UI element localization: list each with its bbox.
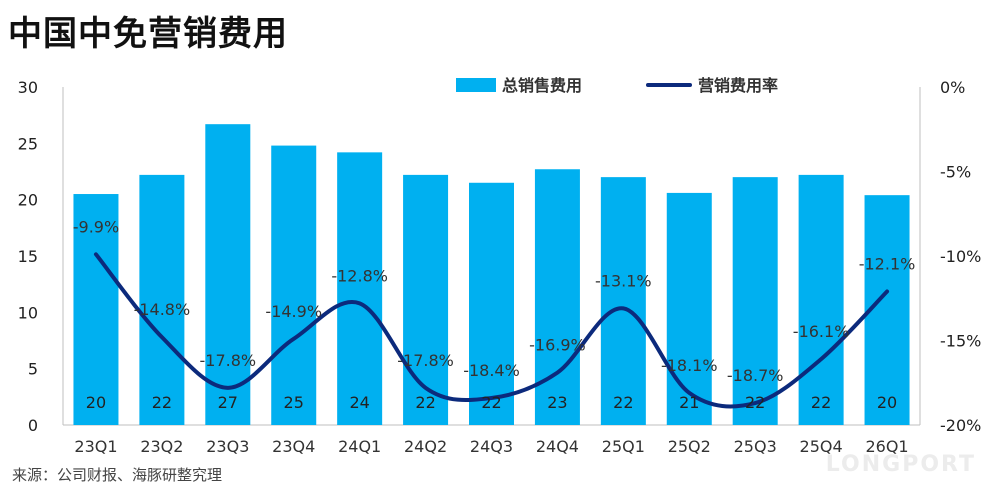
x-tick-label: 25Q2: [668, 437, 711, 456]
left-tick-label: 25: [18, 134, 38, 153]
left-tick-label: 0: [28, 416, 38, 435]
bar: [666, 192, 712, 425]
x-tick-label: 24Q3: [470, 437, 513, 456]
legend: 总销售费用 营销费用率: [456, 76, 778, 95]
bar-value-label: 24: [349, 393, 369, 412]
left-tick-label: 15: [18, 247, 38, 266]
bar: [798, 174, 844, 425]
x-tick-label: 24Q2: [404, 437, 447, 456]
bar: [600, 177, 646, 425]
right-tick-label: -5%: [940, 163, 971, 182]
bar: [271, 145, 317, 425]
bar-value-label: 22: [811, 393, 831, 412]
x-tick-label: 23Q1: [74, 437, 117, 456]
legend-bar-swatch: [456, 78, 496, 92]
bar-value-label: 22: [481, 393, 501, 412]
bar-value-label: 21: [679, 393, 699, 412]
right-tick-label: 0%: [940, 78, 965, 97]
x-tick-label: 23Q4: [272, 437, 315, 456]
left-tick-label: 10: [18, 303, 38, 322]
rate-value-label: -18.4%: [463, 361, 520, 380]
bar-value-label: 20: [877, 393, 897, 412]
x-tick-label: 24Q4: [536, 437, 579, 456]
bar: [732, 177, 778, 425]
bar-value-label: 25: [284, 393, 304, 412]
bar: [205, 124, 251, 426]
rate-value-label: -9.9%: [73, 217, 119, 236]
left-tick-label: 20: [18, 191, 38, 210]
rate-value-label: -16.1%: [793, 322, 850, 341]
watermark-text: LONGPORT: [825, 452, 976, 477]
x-tick-label: 25Q4: [800, 437, 843, 456]
bar: [469, 182, 514, 425]
rate-value-label: -16.9%: [529, 336, 586, 355]
rate-value-label: -12.8%: [331, 266, 388, 285]
bar-value-label: 23: [547, 393, 567, 412]
bar-value-label: 22: [745, 393, 765, 412]
data-labels: 20 22 27 25 24 22 22 23 22 21 22 22 20 -9.9% -14.8% -17…: [73, 217, 916, 412]
rate-value-label: -14.8%: [134, 300, 191, 319]
right-tick-label: -20%: [940, 416, 981, 435]
x-tick-label: 24Q1: [338, 437, 381, 456]
bar-value-label: 20: [86, 393, 106, 412]
rate-value-label: -13.1%: [595, 271, 652, 290]
x-tick-label: 23Q2: [140, 437, 183, 456]
legend-line-label: 营销费用率: [698, 76, 778, 95]
x-tick-label: 25Q3: [734, 437, 777, 456]
rate-value-label: -14.9%: [265, 302, 322, 321]
line-series: [93, 252, 890, 409]
bar-value-label: 22: [415, 393, 435, 412]
bar-value-label: 27: [218, 393, 238, 412]
right-tick-label: -15%: [940, 332, 981, 351]
bar: [73, 194, 119, 425]
rate-value-label: -12.1%: [859, 254, 916, 273]
left-tick-label: 30: [18, 78, 38, 97]
chart-title: 中国中免营销费用: [8, 14, 288, 54]
x-tick-label: 23Q3: [206, 437, 249, 456]
left-tick-label: 5: [28, 360, 38, 379]
source-note: 来源：公司财报、海豚研整究理: [12, 466, 223, 484]
right-tick-label: -10%: [940, 247, 981, 266]
x-tick-label: 25Q1: [602, 437, 645, 456]
bar: [534, 169, 580, 425]
rate-value-label: -17.8%: [200, 351, 257, 370]
bar: [139, 174, 185, 425]
rate-value-label: -18.1%: [661, 356, 718, 375]
bar-value-label: 22: [613, 393, 633, 412]
legend-bar-label: 总销售费用: [502, 76, 582, 95]
bar-value-label: 22: [152, 393, 172, 412]
rate-line: [93, 252, 890, 409]
bar: [337, 152, 383, 425]
bar: [403, 174, 449, 425]
rate-value-label: -18.7%: [727, 366, 784, 385]
bar-series: [73, 124, 910, 426]
x-tick-label: 26Q1: [865, 437, 908, 456]
rate-value-label: -17.8%: [397, 351, 454, 370]
